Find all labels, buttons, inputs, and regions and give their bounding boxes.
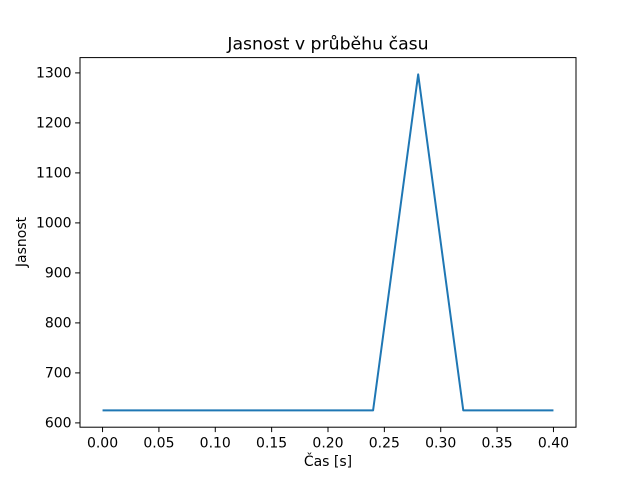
y-tick-label: 1300 [36,66,72,82]
x-tick-label: 0.05 [143,436,174,452]
y-tick-label: 1100 [36,166,72,182]
x-tick-label: 0.40 [538,436,569,452]
x-tick-label: 0.10 [200,436,231,452]
x-tick-label: 0.30 [425,436,456,452]
y-axis-label: Jasnost [14,216,30,268]
x-tick-label: 0.20 [312,436,343,452]
plot-frame [79,57,577,428]
y-tick-label: 1200 [36,116,72,132]
y-tick-label: 600 [45,416,72,432]
data-line [102,73,554,412]
y-tick-label: 1000 [36,216,72,232]
y-tick-label: 700 [45,366,72,382]
y-tick-label: 800 [45,316,72,332]
x-tick-label: 0.00 [87,436,118,452]
plot-area: 0.00 0.05 0.10 0.15 0.20 0.25 0.30 0.35 0.40 600 7… [36,57,577,452]
x-tick-label: 0.15 [256,436,287,452]
x-axis-label: Čas [s] [304,452,352,470]
chart-title: Jasnost v průběhu času [226,35,428,55]
y-tick-label: 900 [45,266,72,282]
x-tick-label: 0.25 [369,436,400,452]
x-tick-label: 0.35 [482,436,513,452]
